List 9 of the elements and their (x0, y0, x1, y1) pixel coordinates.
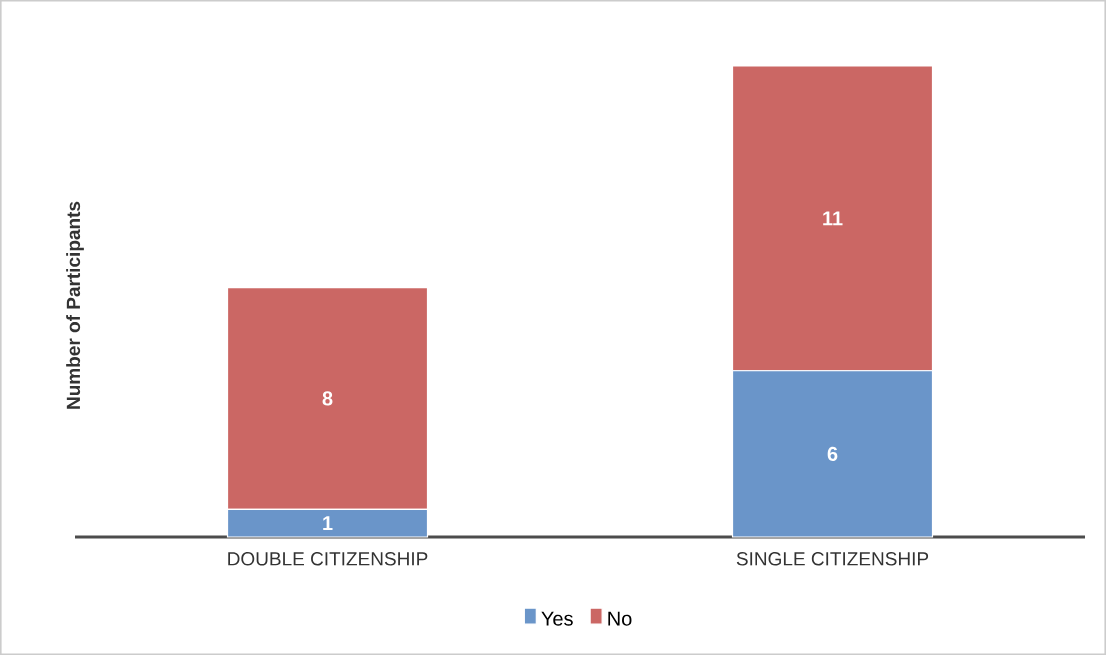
legend-label: Yes (541, 611, 573, 626)
data-label: 1 (323, 516, 333, 531)
legend-label: No (608, 611, 632, 626)
data-label: 8 (322, 391, 333, 406)
data-label: 6 (827, 446, 838, 461)
x-tick-label: SINGLE CITIZENSHIP (736, 552, 929, 566)
y-axis-title: Number of Participants (66, 201, 84, 409)
x-tick-label: DOUBLE CITIZENSHIP (228, 552, 428, 566)
data-label: 11 (823, 211, 843, 226)
